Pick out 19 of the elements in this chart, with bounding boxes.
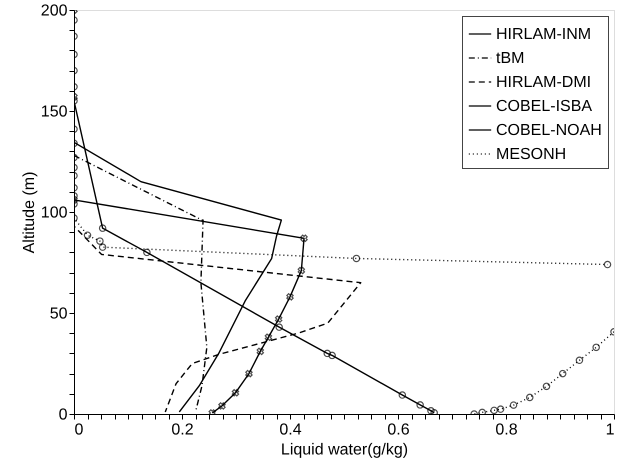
y-tick-label: 50 [50,306,68,322]
x-axis-title: Liquid water(g/kg) [280,442,408,458]
legend-label: COBEL-NOAH [496,122,602,139]
y-tick-label: 150 [40,104,68,120]
y-tick-label: 0 [58,406,68,424]
y-tick-label: 200 [40,2,68,20]
legend-label: tBM [496,50,524,67]
x-tick-label: 1 [606,422,615,438]
y-tick-label: 100 [40,204,68,222]
x-tick-label: 0.8 [495,422,518,438]
legend-label: COBEL-ISBA [496,98,592,115]
x-tick-label: 0.6 [387,422,410,438]
legend-label: HIRLAM-DMI [496,74,592,91]
legend-label: MESONH [496,146,566,163]
legend-label: HIRLAM-INM [496,26,592,43]
y-axis-title: Altitude (m) [20,172,38,254]
x-tick-label: 0 [74,422,84,438]
x-tick-label: 0.2 [171,422,194,438]
x-tick-label: 0.4 [279,422,302,438]
